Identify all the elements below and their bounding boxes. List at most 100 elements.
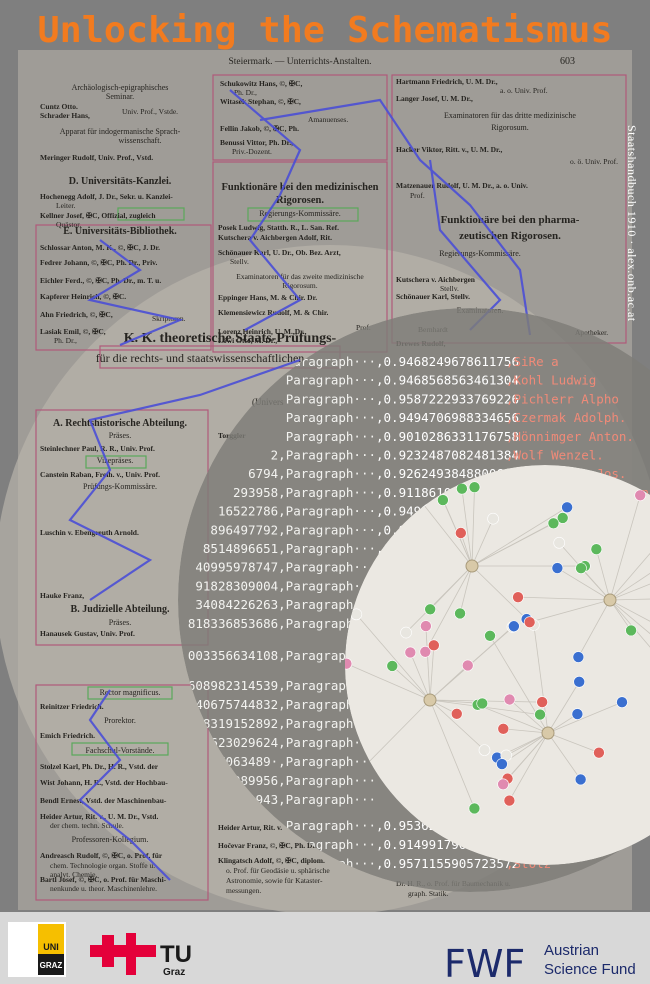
graph-node: [503, 693, 516, 706]
csv-label: 67063489·,Paragraph···: [210, 754, 376, 769]
document-line: der chem. techn. Schule.: [50, 821, 124, 830]
graph-node: [419, 646, 432, 658]
graph-edge: [547, 681, 580, 734]
document-line: Rector magnificus.: [100, 688, 161, 697]
network-graph: [345, 480, 650, 815]
document-line: Ph. Dr.,: [54, 336, 77, 345]
csv-score: ,0.9010286331176758: [376, 429, 519, 444]
graph-edge: [461, 488, 473, 567]
network-circle: [345, 465, 650, 865]
csv-label: 2,Paragraph···: [271, 448, 376, 463]
arrow: [68, 358, 301, 601]
document-line: Rigorosum.: [282, 281, 317, 290]
graph-hub: [465, 559, 479, 573]
graph-edge: [609, 560, 650, 601]
document-line: Fachschul-Vorstände.: [86, 746, 155, 755]
csv-score: ,0.9494706988334656: [376, 410, 519, 425]
graph-node: [551, 562, 564, 574]
csv-label: 6794,Paragraph···: [248, 466, 376, 481]
document-line: zeutischen Rigorosen.: [459, 230, 561, 242]
document-line: Schönauer Karl, U. Dr., Ob. Bez. Arzt,: [218, 248, 341, 257]
page-number: 603: [560, 56, 575, 67]
document-line: Apotheker.: [575, 328, 608, 337]
logo-text: TU: [160, 941, 192, 968]
document-line: chem. Technologie organ. Stoffe u.: [50, 861, 155, 870]
document-line: Lorenz Heinrich, U. M. Dr.,: [218, 327, 307, 336]
document-line: Fellin Jakob, ©, ✠C, Ph.: [220, 124, 299, 133]
csv-label: 003356634108,Paragraph···: [188, 648, 376, 663]
document-line: E. Universitäts-Bibliothek.: [63, 226, 177, 237]
document-line: Quästor.: [56, 220, 81, 229]
document-line: Prof.: [410, 191, 425, 200]
graph-edge: [429, 699, 475, 809]
document-line: Hochenegg Adolf, J. Dr., Sekr. u. Kanzle…: [40, 192, 173, 201]
document-line: Schrader Hans,: [40, 111, 90, 120]
running-head: Steiermark. — Unterrichts-Anstalten.: [229, 57, 372, 67]
document-line: Astronomie, sowie für Kataster-: [226, 876, 323, 885]
document-line: Regierungs-Kommissäre.: [259, 209, 341, 218]
graph-edge: [471, 522, 554, 567]
graph-edge: [506, 732, 549, 756]
document-line: Stellv.: [230, 257, 249, 266]
tu-graz-logo: TU Graz: [90, 933, 192, 978]
document-line: Hanausek Gustav, Univ. Prof.: [40, 629, 135, 638]
box: [117, 207, 185, 221]
graph-edge: [425, 626, 431, 701]
document-line: Seminar.: [106, 92, 134, 101]
csv-score: ,0.9468568563461304: [376, 373, 519, 388]
graph-node: [508, 620, 520, 633]
graph-node: [424, 603, 436, 616]
document-line: Rigorosen.: [276, 195, 324, 206]
document-line: Univ. Prof., Vstde.: [122, 107, 178, 116]
document-line: Löwi Otto, M. Dr.,: [218, 336, 277, 345]
document-line: Ph. Dr.,: [234, 88, 257, 97]
box: [71, 742, 169, 756]
graph-edge: [609, 533, 650, 601]
document-line: o. ö. Univ. Prof.: [570, 157, 618, 166]
document-line: o. Prof. für Geodäsie u. sphärische: [226, 866, 330, 875]
csv-label: 16522786,Paragraph···: [218, 504, 376, 519]
graph-node: [575, 562, 587, 575]
graph-edge: [346, 663, 431, 701]
document-line: B. Judizielle Abteilung.: [71, 604, 170, 615]
csv-label: Paragraph···: [286, 818, 376, 833]
csv-label: 34084226263,Paragraph···: [195, 597, 376, 612]
document-line: analyt. Chemie.: [50, 870, 97, 879]
box: [35, 224, 212, 351]
box: [247, 207, 359, 222]
arrow: [78, 689, 171, 881]
graph-node: [497, 723, 510, 735]
csv-label: 293958,Paragraph···: [233, 485, 376, 500]
csv-label: 140675744832,Paragraph···: [188, 697, 376, 712]
csv-label: Paragraph···: [286, 354, 376, 369]
document-line: Lasiak Emil, ©, ✠C,: [40, 327, 106, 336]
graph-edge: [391, 665, 431, 701]
graph-edge: [580, 567, 611, 601]
graph-node: [534, 708, 546, 721]
document-line: Examinatoren für das zweite medizinische: [236, 272, 364, 281]
graph-node: [461, 659, 474, 672]
graph-node: [428, 639, 440, 652]
document-line: messungen.: [226, 886, 261, 895]
graph-edge: [356, 614, 431, 701]
document-line: Hartmann Friedrich, U. M. Dr.,: [396, 77, 498, 86]
csv-label: 129989956,Paragraph···: [210, 773, 376, 788]
document-line: K. K. theoretische Staats-Prüfungs-: [124, 331, 337, 346]
graph-edge: [595, 549, 611, 601]
graph-edge: [547, 732, 600, 754]
graph-node: [547, 517, 560, 530]
graph-node: [404, 646, 417, 659]
csv-label: 1623029624,Paragraph···: [203, 735, 376, 750]
graph-node: [556, 512, 569, 524]
document-line: Hacker Viktor, Ritt. v., U. M. Dr.,: [396, 145, 503, 154]
document-line: Vizepräses.: [97, 456, 134, 465]
graph-node: [512, 591, 524, 603]
document-line: nenkunde u. theor. Maschinenlehre.: [50, 884, 157, 893]
arrow: [259, 98, 532, 336]
document-line: Reinitzer Friedrich.: [40, 702, 104, 711]
document-line: Amanuenses.: [308, 115, 348, 124]
graph-node: [454, 607, 466, 620]
document-line: Steinlechner Paul, R. R., Univ. Prof.: [40, 444, 155, 453]
document-line: Wist Johann, H. R., Vstd. der Hochbau-: [40, 778, 168, 787]
